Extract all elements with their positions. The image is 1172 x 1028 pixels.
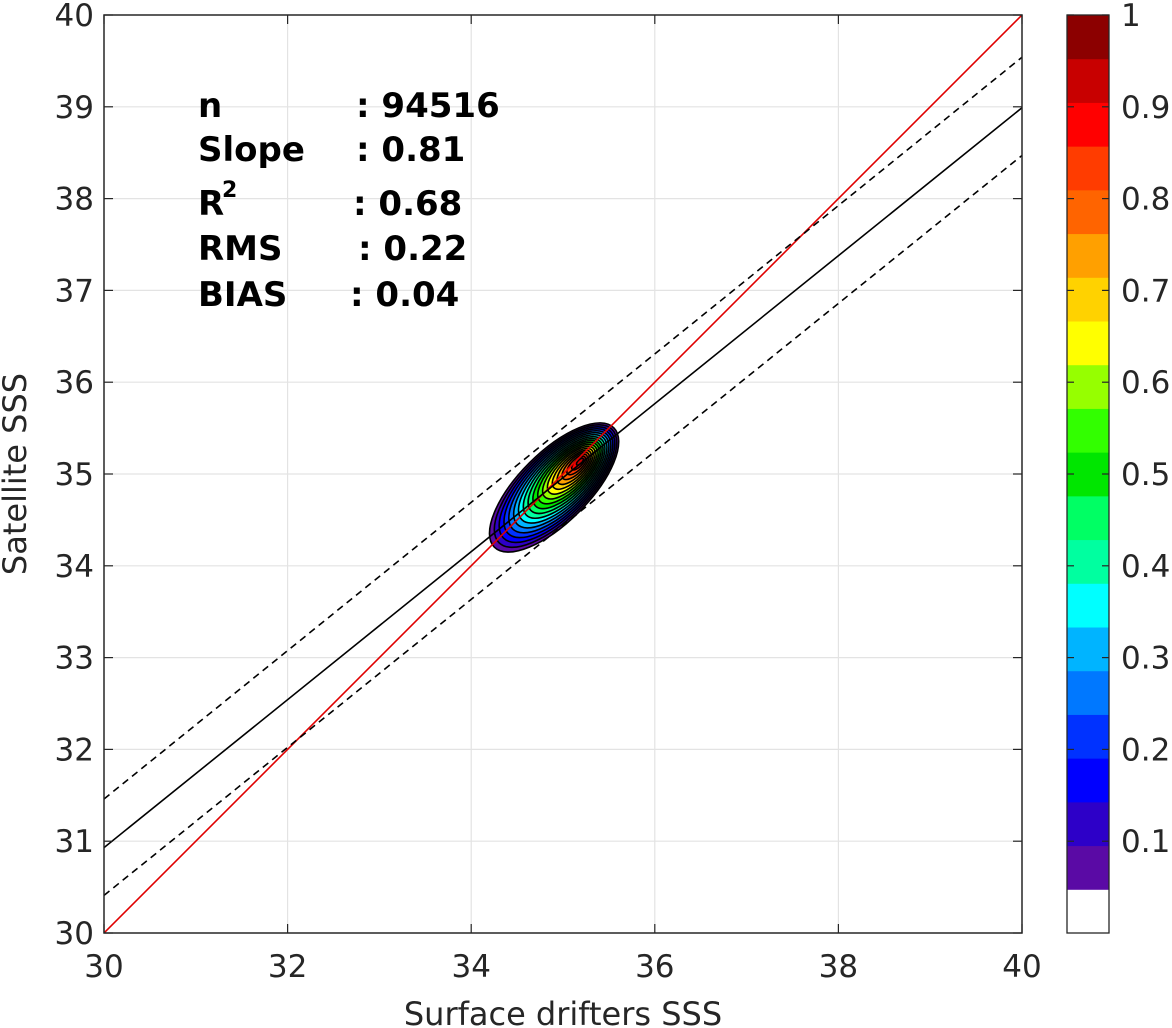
colorbar: 0.1 0.2 0.3 0.4 0.5 0.6 0.7 0.8 0.9 1	[1066, 0, 1170, 934]
x-tick-label: 36	[635, 949, 674, 985]
colorbar-tick-label: 1	[1121, 0, 1141, 34]
line-identity	[104, 15, 1022, 933]
stat-r2-superscript: 2	[222, 178, 237, 203]
colorbar-tick-label: 0.2	[1121, 732, 1170, 768]
colorbar-tick-label: 0.1	[1121, 824, 1170, 860]
colorbar-segment	[1067, 364, 1109, 409]
y-tick-label: 38	[55, 182, 94, 218]
colorbar-segment	[1067, 102, 1109, 147]
stat-n-value: : 94516	[356, 86, 500, 126]
y-tick-label: 30	[55, 916, 94, 952]
y-tick-label: 34	[55, 549, 94, 585]
colorbar-segment	[1067, 58, 1109, 103]
colorbar-segment	[1067, 146, 1109, 191]
colorbar-segment	[1067, 15, 1109, 60]
colorbar-tick-label: 0.4	[1121, 549, 1170, 585]
y-tick-label: 32	[55, 732, 94, 768]
colorbar-segment	[1067, 408, 1109, 453]
y-tick-label: 40	[55, 0, 94, 34]
colorbar-tick-label: 0.5	[1121, 457, 1170, 493]
reference-lines	[104, 15, 1022, 933]
stat-r2-value: : 0.68	[353, 184, 462, 224]
colorbar-segment	[1067, 758, 1109, 803]
stat-bias-label: BIAS	[198, 275, 287, 315]
colorbar-segment	[1067, 233, 1109, 278]
y-tick-label: 31	[55, 824, 94, 860]
stat-slope-label: Slope	[198, 130, 305, 170]
x-tick-label: 32	[268, 949, 307, 985]
y-tick-label: 33	[55, 641, 94, 677]
colorbar-segment	[1067, 321, 1109, 366]
x-tick-label: 34	[451, 949, 490, 985]
y-axis-label: Satellite SSS	[0, 373, 34, 575]
colorbar-segment	[1067, 495, 1109, 541]
stat-slope-value: : 0.81	[356, 130, 465, 170]
colorbar-segment	[1067, 189, 1109, 235]
y-tick-label: 37	[55, 273, 94, 309]
colorbar-tick-label: 0.8	[1121, 182, 1170, 218]
x-tick-label: 38	[819, 949, 858, 985]
colorbar-segment	[1067, 670, 1109, 715]
x-tick-label: 40	[1002, 949, 1041, 985]
line-fit_upper	[104, 56, 1022, 800]
stat-n-label: n	[198, 86, 222, 126]
colorbar-tick-label: 0.6	[1121, 365, 1170, 401]
line-fit	[104, 107, 1022, 849]
y-tick-label: 35	[55, 457, 94, 493]
stat-rms-value: : 0.22	[358, 229, 467, 269]
y-tick-label: 39	[55, 90, 94, 126]
colorbar-tick-label: 0.9	[1121, 90, 1170, 126]
colorbar-segment	[1067, 845, 1109, 890]
colorbar-segment	[1067, 714, 1109, 759]
colorbar-segment	[1067, 277, 1109, 322]
colorbar-tick-label: 0.3	[1121, 641, 1170, 677]
stat-rms-label: RMS	[198, 229, 283, 269]
stat-bias-value: : 0.04	[350, 275, 459, 315]
line-fit_lower	[104, 154, 1022, 896]
stat-r2-label: R	[198, 184, 224, 224]
x-axis-label: Surface drifters SSS	[404, 995, 722, 1028]
colorbar-segment	[1067, 583, 1109, 628]
colorbar-segment	[1067, 539, 1109, 584]
x-tick-label: 30	[84, 949, 123, 985]
y-tick-label: 36	[55, 365, 94, 401]
colorbar-segment	[1067, 627, 1109, 672]
grid	[104, 15, 1022, 933]
stats-annotation: n : 94516 Slope : 0.81 R 2 : 0.68 RMS : …	[198, 86, 500, 315]
colorbar-tick-label: 0.7	[1121, 273, 1170, 309]
colorbar-segment	[1067, 801, 1109, 847]
colorbar-segment	[1067, 889, 1109, 934]
axis-ticks: 30 32 34 36 38 40 30 31 32 33 34 35 36 37 38 39 40	[55, 0, 1042, 985]
